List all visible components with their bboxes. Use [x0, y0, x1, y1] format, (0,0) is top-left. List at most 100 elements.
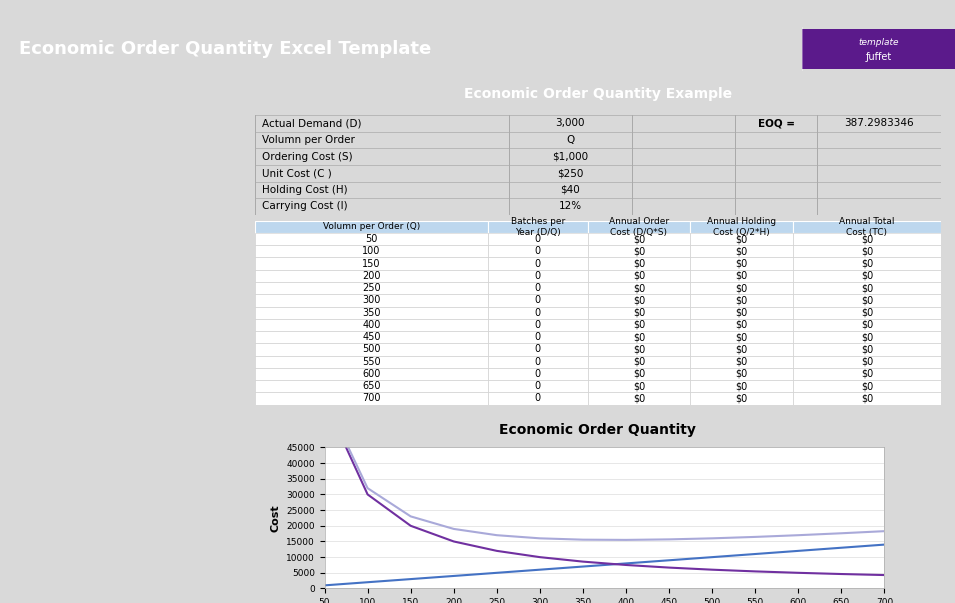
Text: 100: 100 [362, 247, 381, 256]
Bar [794, 343, 941, 356]
Text: $0: $0 [860, 369, 873, 379]
Annual Holding Cost [621, 560, 632, 567]
Annual Holding Cost [534, 566, 545, 573]
Text: Annual Total
Cost (TC): Annual Total Cost (TC) [839, 217, 895, 237]
Text: $0: $0 [860, 234, 873, 244]
Text: $0: $0 [860, 295, 873, 305]
Text: Q: Q [566, 135, 575, 145]
Bar [794, 245, 941, 257]
Annual Holding Cost [491, 569, 502, 576]
Text: $0: $0 [633, 234, 645, 244]
Bar [690, 343, 794, 356]
Text: $0: $0 [735, 259, 748, 268]
Text: Economic Order Quantity Excel Template: Economic Order Quantity Excel Template [19, 40, 432, 58]
Bar [488, 331, 587, 343]
Annual Order Cost [534, 554, 545, 561]
Bar [690, 380, 794, 393]
Annual Total Cost [319, 394, 330, 401]
Text: 3,000: 3,000 [556, 118, 585, 128]
Text: 50: 50 [366, 234, 378, 244]
Text: 400: 400 [362, 320, 381, 330]
Text: $0: $0 [860, 332, 873, 342]
Text: 700: 700 [362, 394, 381, 403]
Bar [794, 221, 941, 233]
Annual Holding Cost [879, 541, 890, 548]
Bar [255, 245, 488, 257]
Text: $0: $0 [633, 369, 645, 379]
Bar [794, 356, 941, 368]
Bar [488, 393, 587, 405]
Annual Total Cost [793, 532, 804, 539]
Bar [690, 331, 794, 343]
Text: 0: 0 [535, 320, 541, 330]
Text: $0: $0 [735, 308, 748, 318]
Text: 550: 550 [362, 357, 381, 367]
Bar [794, 393, 941, 405]
Annual Holding Cost [405, 575, 416, 582]
Bar [690, 257, 794, 270]
Bar [488, 368, 587, 380]
Annual Order Cost [491, 548, 502, 555]
Text: $0: $0 [633, 308, 645, 318]
Text: $0: $0 [633, 247, 645, 256]
Text: Batches per
Year (D/Q): Batches per Year (D/Q) [511, 217, 565, 237]
Text: $0: $0 [735, 283, 748, 293]
Annual Total Cost [577, 536, 588, 543]
Bar [587, 343, 690, 356]
Annual Total Cost [836, 529, 847, 537]
Bar [255, 294, 488, 306]
Text: $0: $0 [735, 369, 748, 379]
Text: 150: 150 [362, 259, 381, 268]
Bar [587, 356, 690, 368]
Annual Holding Cost [836, 544, 847, 551]
Line: Annual Total Cost: Annual Total Cost [325, 397, 884, 540]
Annual Total Cost [491, 532, 502, 539]
Bar [794, 306, 941, 319]
Bar [802, 30, 955, 69]
Annual Order Cost [577, 558, 588, 565]
Text: $0: $0 [860, 271, 873, 281]
Bar [690, 356, 794, 368]
Bar [587, 393, 690, 405]
Text: Economic Order Quantity Example: Economic Order Quantity Example [464, 87, 732, 101]
Text: $0: $0 [860, 308, 873, 318]
Bar [255, 380, 488, 393]
Bar [255, 257, 488, 270]
Text: $0: $0 [633, 344, 645, 355]
Text: 12%: 12% [559, 201, 582, 212]
Text: $0: $0 [860, 247, 873, 256]
Bar [690, 245, 794, 257]
Bar [488, 356, 587, 368]
Bar [690, 319, 794, 331]
Text: $0: $0 [860, 320, 873, 330]
Text: Holding Cost (H): Holding Cost (H) [262, 185, 348, 195]
Text: 250: 250 [362, 283, 381, 293]
Text: 0: 0 [535, 344, 541, 355]
Bar [488, 221, 587, 233]
Text: 500: 500 [362, 344, 381, 355]
Bar [587, 282, 690, 294]
Text: Actual Demand (D): Actual Demand (D) [262, 118, 361, 128]
Annual Order Cost [664, 564, 675, 571]
Bar [488, 343, 587, 356]
Text: EOQ =: EOQ = [757, 118, 795, 128]
Annual Total Cost [664, 535, 675, 543]
Text: $0: $0 [735, 332, 748, 342]
Text: $0: $0 [633, 295, 645, 305]
Bar [690, 294, 794, 306]
Annual Total Cost [879, 528, 890, 535]
Bar [255, 233, 488, 245]
Text: $0: $0 [735, 381, 748, 391]
Bar [488, 319, 587, 331]
Text: $0: $0 [735, 357, 748, 367]
Bar [690, 368, 794, 380]
Annual Holding Cost [577, 563, 588, 570]
Annual Order Cost [405, 522, 416, 529]
Bar [488, 257, 587, 270]
Text: 0: 0 [535, 259, 541, 268]
Annual Total Cost [707, 535, 718, 542]
Text: $0: $0 [633, 381, 645, 391]
Bar [488, 233, 587, 245]
Bar [690, 233, 794, 245]
Text: 450: 450 [362, 332, 381, 342]
